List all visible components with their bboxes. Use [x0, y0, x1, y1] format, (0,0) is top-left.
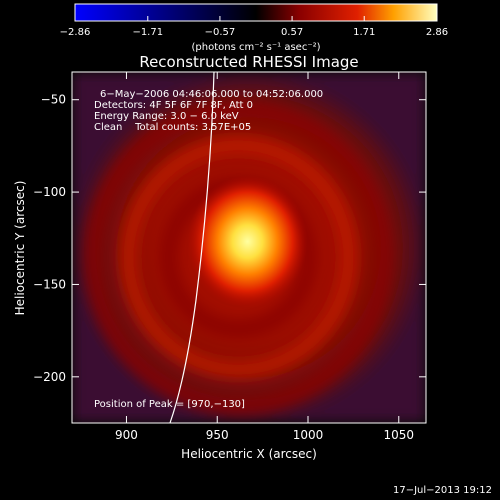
- colorbar-ticks: −2.86 −1.71 −0.57 0.57 1.71 2.86: [60, 16, 448, 38]
- x-axis-ticks: 900 950 1000 1050: [115, 72, 414, 442]
- colorbar-tick-label: −2.86: [60, 27, 91, 38]
- y-tick-label: −100: [33, 185, 66, 199]
- solar-limb: [169, 72, 215, 423]
- y-axis-label: Heliocentric Y (arcsec): [13, 181, 27, 316]
- peak-source: [187, 175, 308, 308]
- colorbar-gradient: [74, 3, 438, 22]
- x-tick-label: 950: [206, 428, 229, 442]
- x-tick-label: 1000: [293, 428, 324, 442]
- x-axis-label: Heliocentric X (arcsec): [181, 447, 317, 461]
- y-tick-label: −150: [33, 277, 66, 291]
- y-axis-ticks: −50 −100 −150 −200: [33, 93, 426, 384]
- colorbar-tick-label: 0.57: [281, 27, 303, 38]
- plot-area: [72, 72, 426, 423]
- peak-position-label: Position of Peak = [970,−130]: [94, 399, 245, 410]
- annotation-time-range: 6−May−2006 04:46:06.000 to 04:52:06.000: [100, 89, 323, 100]
- annotation-energy-range: Energy Range: 3.0 − 6.0 keV: [94, 111, 239, 122]
- colorbar-tick-label: −0.57: [205, 27, 236, 38]
- y-tick-label: −50: [41, 93, 66, 107]
- colorbar-tick-label: 1.71: [353, 27, 375, 38]
- image-ring: [119, 136, 358, 379]
- plot-frame: [71, 71, 427, 424]
- x-tick-label: 900: [115, 428, 138, 442]
- annotation-detectors: Detectors: 4F 5F 6F 7F 8F, Att 0: [94, 100, 253, 111]
- annotation-clean-counts: Clean Total counts: 3.57E+05: [94, 122, 251, 133]
- annotations: 6−May−2006 04:46:06.000 to 04:52:06.000 …: [94, 89, 323, 410]
- colorbar: −2.86 −1.71 −0.57 0.57 1.71 2.86 (photons cm⁻…: [60, 3, 448, 53]
- chart-title: Reconstructed RHESSI Image: [139, 53, 358, 71]
- y-tick-label: −200: [33, 370, 66, 384]
- plot-timestamp: 17−Jul−2013 19:12: [393, 485, 492, 496]
- colorbar-tick-label: −1.71: [132, 27, 163, 38]
- colorbar-label: (photons cm⁻² s⁻¹ asec⁻²): [191, 42, 320, 53]
- x-tick-label: 1050: [383, 428, 414, 442]
- image-ring: [84, 100, 393, 415]
- colorbar-tick-label: 2.86: [426, 27, 448, 38]
